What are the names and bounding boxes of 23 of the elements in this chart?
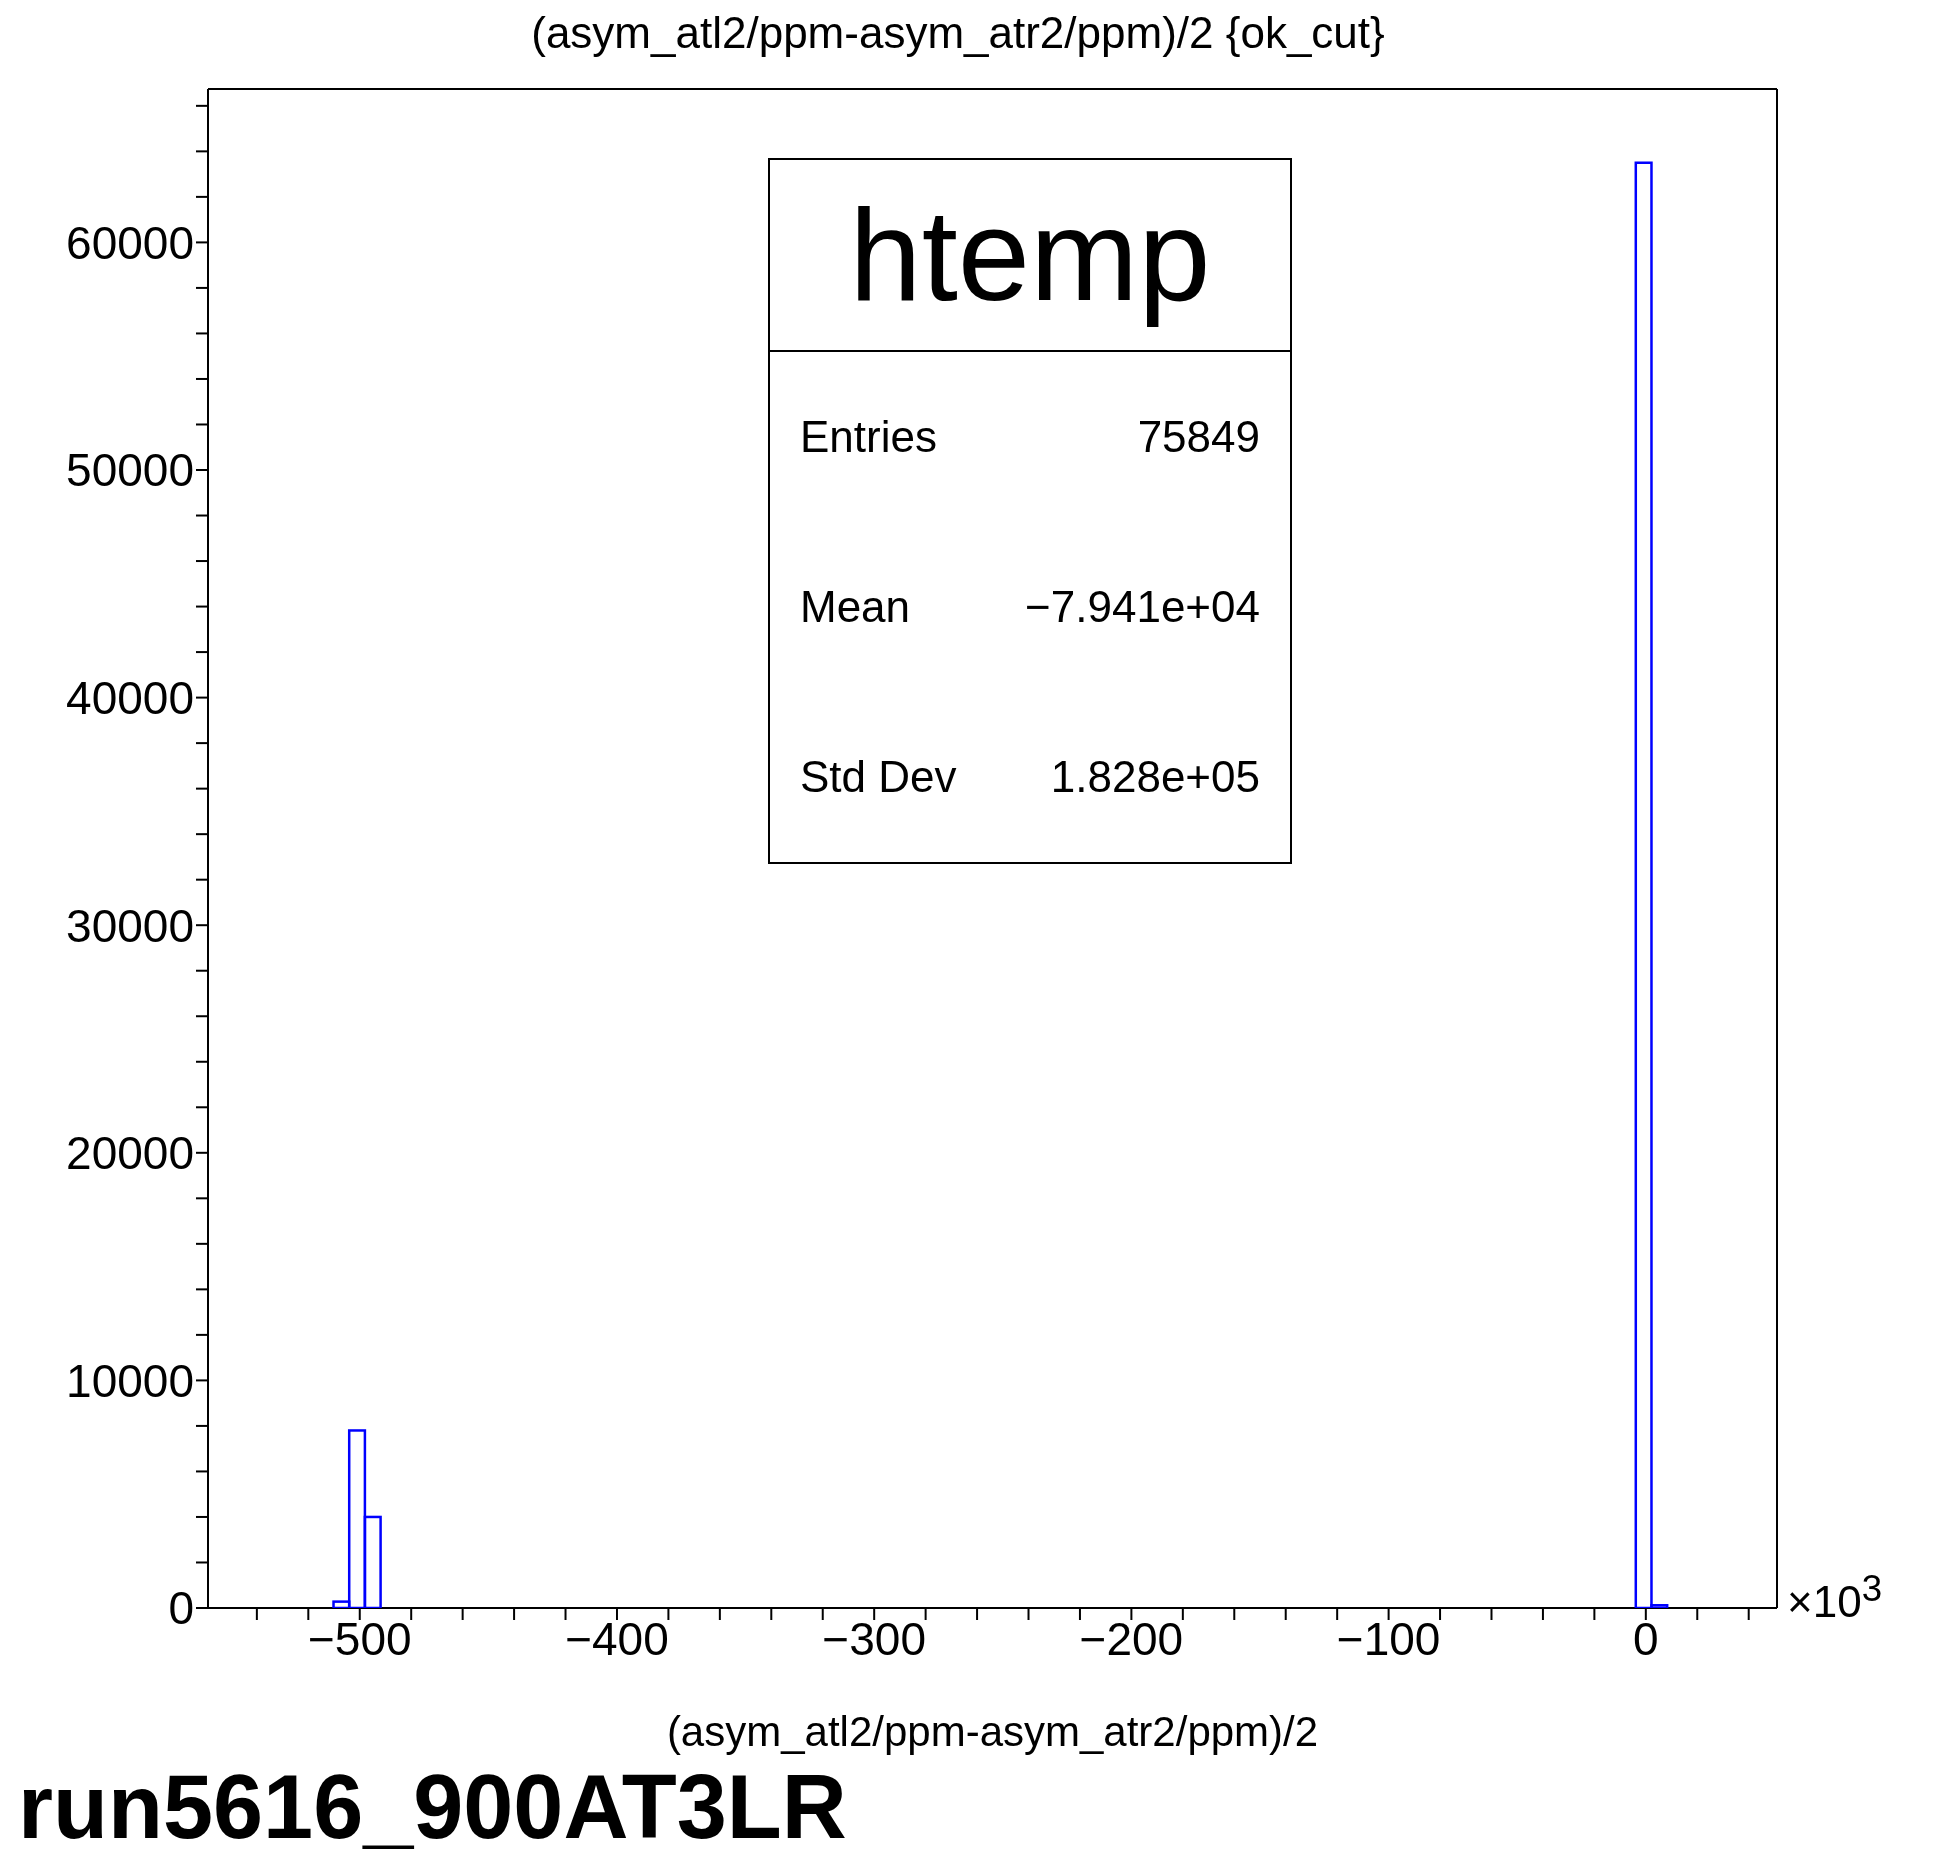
x-tick-label: 0 — [1633, 1612, 1659, 1665]
y-tick-label: 10000 — [66, 1354, 194, 1407]
y-tick-label: 20000 — [66, 1127, 194, 1180]
y-tick-label: 60000 — [66, 216, 194, 269]
annotation: 75849 — [1137, 412, 1260, 462]
annotation: −7.941e+04 — [1025, 582, 1260, 632]
text: ×10$^{3}$ — [1787, 1568, 1883, 1626]
x-tick-label: −300 — [822, 1612, 926, 1665]
x-axis-title: (asym_atl2/ppm-asym_atr2/ppm)/2 — [666, 1708, 1319, 1755]
annotation: Std Dev — [800, 752, 957, 802]
x-tick-label: −200 — [1079, 1612, 1184, 1665]
chart-title: (asym_atl2/ppm-asym_atr2/ppm)/2 {ok_cut} — [531, 8, 1385, 57]
annotation: 1.828e+05 — [1050, 752, 1260, 802]
y-tick-label: 30000 — [66, 899, 194, 952]
y-tick-label: 50000 — [66, 444, 194, 497]
x-tick-label: −500 — [307, 1612, 412, 1665]
annotation: htemp — [849, 182, 1211, 328]
annotation: Mean — [800, 582, 911, 632]
y-tick-label: 40000 — [66, 671, 194, 724]
x-tick-label: −400 — [565, 1612, 669, 1665]
text: run5616_900AT3LR — [18, 1757, 847, 1857]
x-tick-label: −100 — [1336, 1612, 1441, 1665]
annotation: Entries — [800, 412, 937, 462]
